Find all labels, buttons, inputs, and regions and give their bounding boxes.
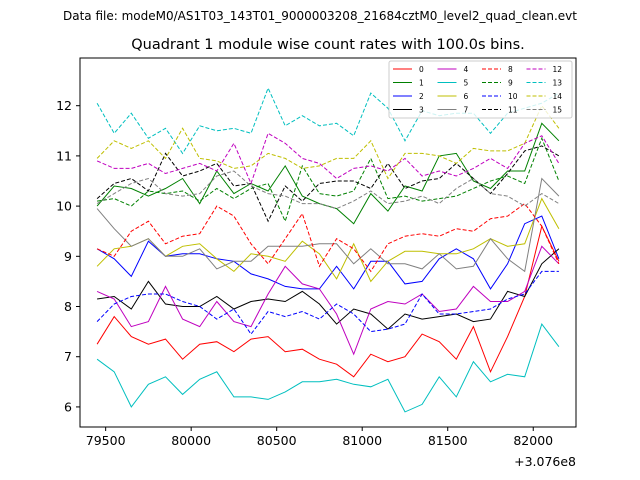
- legend-label-10: 10: [508, 92, 518, 101]
- legend-label-12: 12: [553, 65, 563, 74]
- chart-title: Quadrant 1 module wise count rates with …: [131, 37, 525, 53]
- x-tick-label: 80500: [257, 433, 297, 448]
- series-line-7: [96, 177, 560, 273]
- legend-label-8: 8: [508, 65, 513, 74]
- series-line-14: [96, 104, 560, 180]
- legend-label-14: 14: [553, 92, 563, 101]
- x-tick-label: 82000: [513, 433, 553, 448]
- legend-label-0: 0: [419, 65, 424, 74]
- series-line-15: [96, 170, 560, 210]
- series-line-9: [97, 136, 560, 223]
- series-line-11: [96, 145, 560, 223]
- y-tick-label: 8: [64, 299, 72, 314]
- plot-area: [79, 57, 577, 428]
- legend-label-15: 15: [553, 106, 563, 115]
- legend-label-2: 2: [419, 92, 424, 101]
- series-line-6: [96, 197, 560, 283]
- x-tick-label: 81500: [428, 433, 468, 448]
- legend-label-5: 5: [464, 79, 469, 88]
- legend-label-9: 9: [508, 79, 513, 88]
- x-axis: 79500 80000 80500 81000 81500 82000: [86, 427, 553, 448]
- y-axis: 6 7 8 9 10 11 12: [56, 98, 80, 414]
- series-line-13: [96, 86, 560, 155]
- x-tick-label: 81000: [342, 433, 382, 448]
- y-tick-label: 10: [56, 199, 72, 214]
- series-line-12: [96, 132, 560, 185]
- y-tick-label: 11: [56, 148, 72, 163]
- series-line-0: [96, 224, 560, 378]
- legend-label-4: 4: [464, 65, 469, 74]
- legend-label-3: 3: [419, 106, 424, 115]
- series-layer: [96, 86, 560, 413]
- x-offset-label: +3.076e8: [514, 454, 576, 469]
- series-line-10: [96, 270, 559, 335]
- series-line-5: [96, 323, 560, 413]
- legend-label-1: 1: [419, 79, 424, 88]
- legend-box: [388, 60, 573, 119]
- legend-label-7: 7: [464, 106, 469, 115]
- series-line-8: [96, 202, 560, 273]
- y-tick-label: 9: [64, 249, 72, 264]
- legend-label-6: 6: [464, 92, 469, 101]
- y-tick-label: 7: [64, 349, 72, 364]
- header-text: Data file: modeM0/AS1T03_143T01_90000032…: [63, 9, 577, 23]
- series-line-3: [97, 248, 560, 330]
- x-tick-label: 80000: [171, 433, 211, 448]
- series-line-2: [96, 215, 560, 290]
- series-line-4: [96, 245, 560, 356]
- y-tick-label: 6: [64, 399, 72, 414]
- legend-label-13: 13: [553, 79, 563, 88]
- legend-label-11: 11: [508, 106, 518, 115]
- y-tick-label: 12: [56, 98, 72, 113]
- x-tick-label: 79500: [86, 433, 126, 448]
